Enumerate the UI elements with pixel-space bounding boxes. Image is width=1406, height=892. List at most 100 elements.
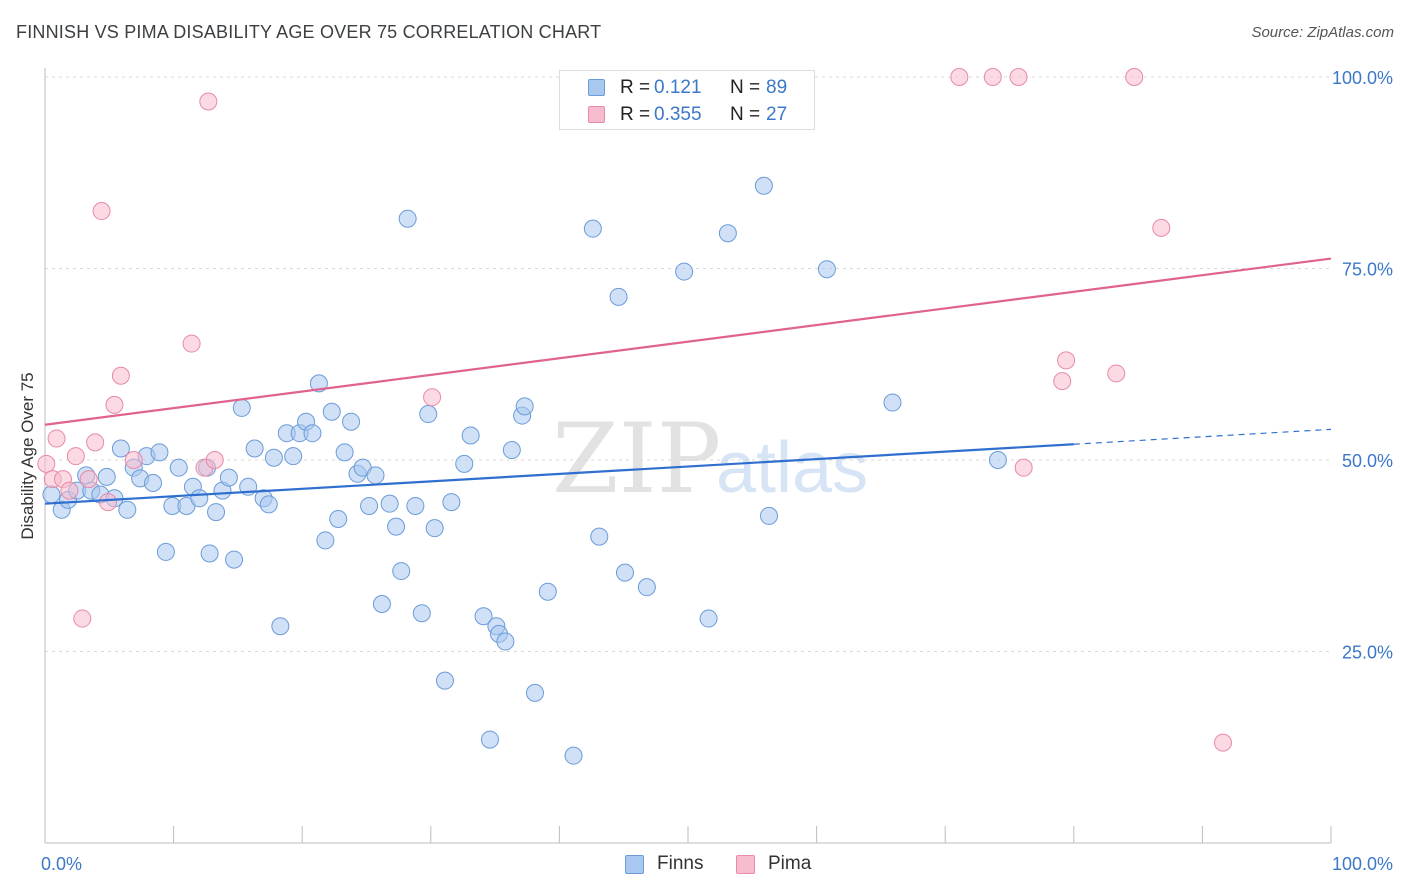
- pima-point: [1125, 68, 1144, 86]
- finns-point: [264, 448, 283, 467]
- finns-point: [699, 609, 718, 628]
- pima-r-value: 0.355: [654, 104, 702, 125]
- pima-swatch: [588, 106, 605, 123]
- finns-point: [387, 517, 406, 536]
- finns-n-value: 89: [766, 77, 788, 98]
- finns-point: [988, 451, 1007, 469]
- watermark-atlas: atlas: [716, 428, 868, 508]
- pima-point: [111, 366, 130, 385]
- finns-r-value: 0.121: [654, 77, 702, 98]
- finns-n-label: N =: [730, 77, 761, 98]
- finns-point: [480, 730, 499, 749]
- finns-point: [760, 506, 779, 525]
- pima-legend-label: Pima: [768, 853, 812, 874]
- pima-point: [1107, 364, 1126, 383]
- finns-point: [232, 398, 251, 417]
- finns-point: [718, 224, 737, 243]
- finns-point: [118, 500, 137, 519]
- finns-point: [111, 439, 130, 458]
- pima-point: [1053, 372, 1072, 391]
- finns-point: [392, 562, 411, 581]
- pima-point: [423, 388, 442, 407]
- pima-point: [1152, 218, 1171, 237]
- pima-point: [37, 454, 56, 473]
- finns-point: [259, 495, 278, 514]
- finns-point: [219, 468, 238, 487]
- finns-trend-line-extension: [1073, 428, 1332, 445]
- series-legend: Finns Pima: [0, 852, 1406, 878]
- source-label: Source: ZipAtlas.com: [1251, 24, 1394, 41]
- finns-point: [515, 397, 534, 416]
- finns-point: [309, 374, 328, 393]
- finns-point: [502, 441, 521, 460]
- pima-point: [105, 395, 124, 414]
- finns-point: [398, 209, 417, 228]
- finns-point: [342, 412, 361, 431]
- pima-point: [47, 429, 66, 448]
- finns-point: [225, 550, 244, 569]
- finns-point: [412, 604, 431, 623]
- pima-trend-line: [44, 257, 1332, 426]
- finns-point: [474, 607, 493, 626]
- finns-point: [590, 527, 609, 546]
- finns-point: [883, 393, 902, 412]
- finns-point: [42, 485, 61, 504]
- watermark-zip: ZIP: [552, 403, 721, 515]
- finns-point: [406, 496, 425, 515]
- finns-point: [372, 595, 391, 614]
- finns-point: [322, 402, 341, 421]
- finns-point: [754, 176, 773, 195]
- finns-point: [150, 443, 169, 462]
- finns-point: [609, 287, 628, 306]
- pima-point: [99, 493, 118, 512]
- finns-point: [144, 473, 163, 492]
- pima-point: [92, 202, 111, 221]
- finns-swatch: [588, 79, 605, 96]
- finns-point: [97, 467, 116, 486]
- pima-n-label: N =: [730, 104, 761, 125]
- pima-point: [79, 470, 98, 489]
- pima-point: [73, 609, 92, 628]
- pima-point: [86, 433, 105, 452]
- finns-point: [316, 531, 335, 550]
- pima-point: [182, 334, 201, 353]
- pima-point: [66, 447, 85, 466]
- finns-point: [335, 443, 354, 462]
- pima-point: [1057, 351, 1076, 370]
- finns-point: [637, 578, 656, 597]
- y-tick-label: 50.0%: [1342, 451, 1393, 471]
- finns-point: [190, 489, 209, 508]
- finns-point: [538, 582, 557, 601]
- x-tick-label: 0.0%: [41, 854, 82, 874]
- finns-r-label: R =: [620, 77, 651, 98]
- pima-point: [1009, 68, 1028, 86]
- finns-point: [200, 544, 219, 563]
- finns-point: [419, 405, 438, 424]
- finns-point: [564, 746, 583, 765]
- pima-point: [205, 451, 224, 469]
- finns-point: [817, 260, 836, 279]
- finns-point: [271, 617, 290, 636]
- y-tick-label: 75.0%: [1342, 260, 1393, 280]
- finns-point: [329, 509, 348, 528]
- finns-point: [156, 542, 175, 561]
- finns-point: [425, 519, 444, 538]
- finns-point: [303, 424, 322, 443]
- finns-point: [380, 494, 399, 513]
- pima-point: [124, 451, 143, 469]
- finns-point: [675, 262, 694, 281]
- pima-legend-swatch: [736, 855, 755, 874]
- pima-point: [199, 92, 218, 111]
- finns-point: [360, 496, 379, 515]
- finns-legend-swatch: [625, 855, 644, 874]
- finns-point: [245, 439, 264, 458]
- finns-point: [583, 219, 602, 238]
- finns-point: [284, 447, 303, 466]
- finns-point: [461, 426, 480, 445]
- pima-point: [1014, 458, 1033, 477]
- finns-trend-line: [44, 443, 1074, 505]
- finns-point: [496, 632, 515, 651]
- finns-point: [442, 493, 461, 512]
- pima-points: [37, 68, 1232, 752]
